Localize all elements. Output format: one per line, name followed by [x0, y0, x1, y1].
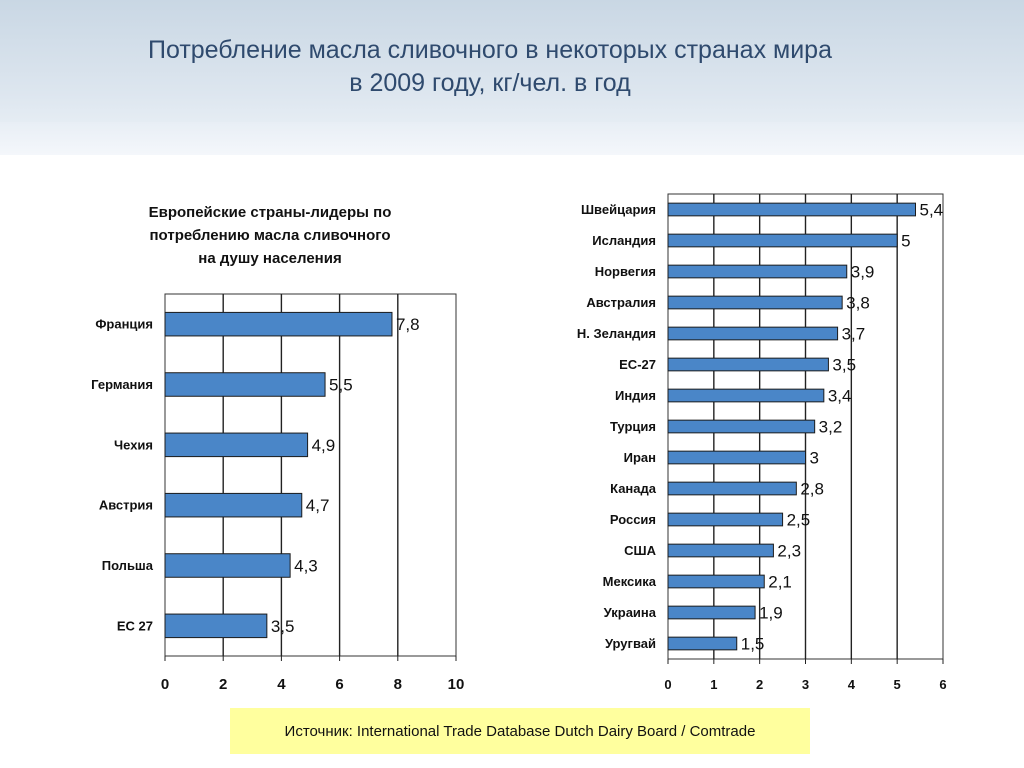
bar — [667, 357, 829, 372]
value-label: 1,9 — [759, 603, 783, 622]
left-chart-title: Европейские страны-лидеры по потреблению… — [90, 201, 450, 270]
x-tick-label: 8 — [394, 676, 402, 693]
right-bar-chart: 0 1 2 3 4 5 6 Швейцария 5,4 Исландия 5 Норвегия 3,9 А… — [577, 193, 947, 692]
category-label: Норвегия — [595, 264, 656, 279]
category-label: Уругвай — [605, 636, 656, 651]
source-text: Источник: International Trade Database D… — [284, 722, 756, 740]
x-tick-label: 2 — [219, 676, 227, 693]
left-chart-title-line1: Европейские страны-лидеры по — [148, 204, 392, 221]
value-label: 5 — [901, 231, 910, 250]
x-tick-label: 0 — [161, 676, 169, 693]
x-tick-label: 2 — [756, 677, 763, 692]
category-label: США — [624, 543, 656, 558]
category-label: Россия — [610, 512, 656, 527]
x-tick-label: 3 — [802, 677, 809, 692]
bar — [667, 512, 784, 527]
x-tick-label: 10 — [448, 676, 465, 693]
value-label: 2,5 — [787, 510, 811, 529]
category-label: Германия — [91, 377, 153, 392]
value-label: 3,8 — [846, 293, 870, 312]
plot-area — [164, 293, 457, 657]
category-label: Мексика — [603, 574, 657, 589]
slide-title: Потребление масла сливочного в некоторых… — [60, 34, 920, 100]
value-label: 2,8 — [800, 479, 824, 498]
bar — [667, 388, 825, 403]
category-label: Турция — [610, 419, 656, 434]
category-label: Франция — [95, 317, 153, 332]
x-tick-label: 1 — [710, 677, 717, 692]
bar — [667, 450, 806, 465]
value-label: 5,5 — [329, 375, 353, 394]
bar — [164, 553, 291, 578]
category-label: Н. Зеландия — [577, 326, 656, 341]
bar — [667, 605, 756, 620]
value-label: 4,3 — [294, 556, 318, 575]
value-label: 3,5 — [271, 617, 295, 636]
bar — [164, 311, 393, 337]
value-label: 5,4 — [920, 200, 944, 219]
left-chart-title-line2: потреблению масла сливочного — [149, 227, 391, 244]
category-label: ЕС 27 — [117, 618, 153, 633]
x-tick-label: 0 — [664, 677, 671, 692]
bar — [667, 574, 765, 589]
value-label: 1,5 — [741, 634, 765, 653]
bar — [667, 233, 898, 248]
value-label: 4,9 — [312, 436, 336, 455]
source-box: Источник: International Trade Database D… — [230, 708, 810, 754]
bar — [667, 636, 738, 651]
slide-title-line2: в 2009 году, кг/чел. в год — [349, 69, 631, 97]
header-band — [0, 0, 1024, 155]
bar — [667, 419, 816, 434]
value-label: 3,2 — [819, 417, 843, 436]
category-label: Австрия — [99, 498, 153, 513]
bar — [667, 326, 839, 341]
value-label: 2,1 — [768, 572, 792, 591]
left-chart-title-line3: на душу населения — [198, 250, 342, 267]
category-label: Австралия — [586, 295, 656, 310]
value-label: 4,7 — [306, 496, 330, 515]
bar — [164, 432, 309, 458]
category-label: Швейцария — [581, 202, 656, 217]
value-label: 3,4 — [828, 386, 852, 405]
category-label: Иран — [624, 450, 656, 465]
x-tick-label: 4 — [277, 676, 286, 693]
value-label: 2,3 — [777, 541, 801, 560]
category-label: ЕС-27 — [619, 357, 656, 372]
category-label: Индия — [615, 388, 656, 403]
category-label: Канада — [610, 481, 657, 496]
x-tick-label: 6 — [939, 677, 946, 692]
bar — [667, 264, 848, 279]
value-label: 3 — [810, 448, 819, 467]
x-tick-label: 6 — [335, 676, 343, 693]
value-label: 3,7 — [842, 324, 866, 343]
bar — [667, 202, 916, 217]
bar — [667, 295, 843, 310]
category-label: Польша — [102, 558, 154, 573]
slide-title-line1: Потребление масла сливочного в некоторых… — [148, 36, 832, 64]
value-label: 3,5 — [832, 355, 856, 374]
bar — [164, 613, 268, 639]
value-label: 3,9 — [851, 262, 875, 281]
category-label: Украина — [604, 605, 657, 620]
category-label: Чехия — [114, 437, 153, 452]
x-tick-label: 5 — [894, 677, 901, 692]
x-tick-label: 4 — [848, 677, 856, 692]
header-stripe — [0, 122, 1024, 155]
bar — [667, 481, 797, 496]
bar — [164, 492, 303, 518]
value-label: 7,8 — [396, 315, 420, 334]
bar — [164, 372, 326, 397]
category-label: Исландия — [592, 233, 656, 248]
bar — [667, 543, 774, 558]
left-bar-chart: 0 2 4 6 8 10 Франция 7,8 Германия 5,5 Чехия 4,9 Авст… — [91, 293, 465, 693]
